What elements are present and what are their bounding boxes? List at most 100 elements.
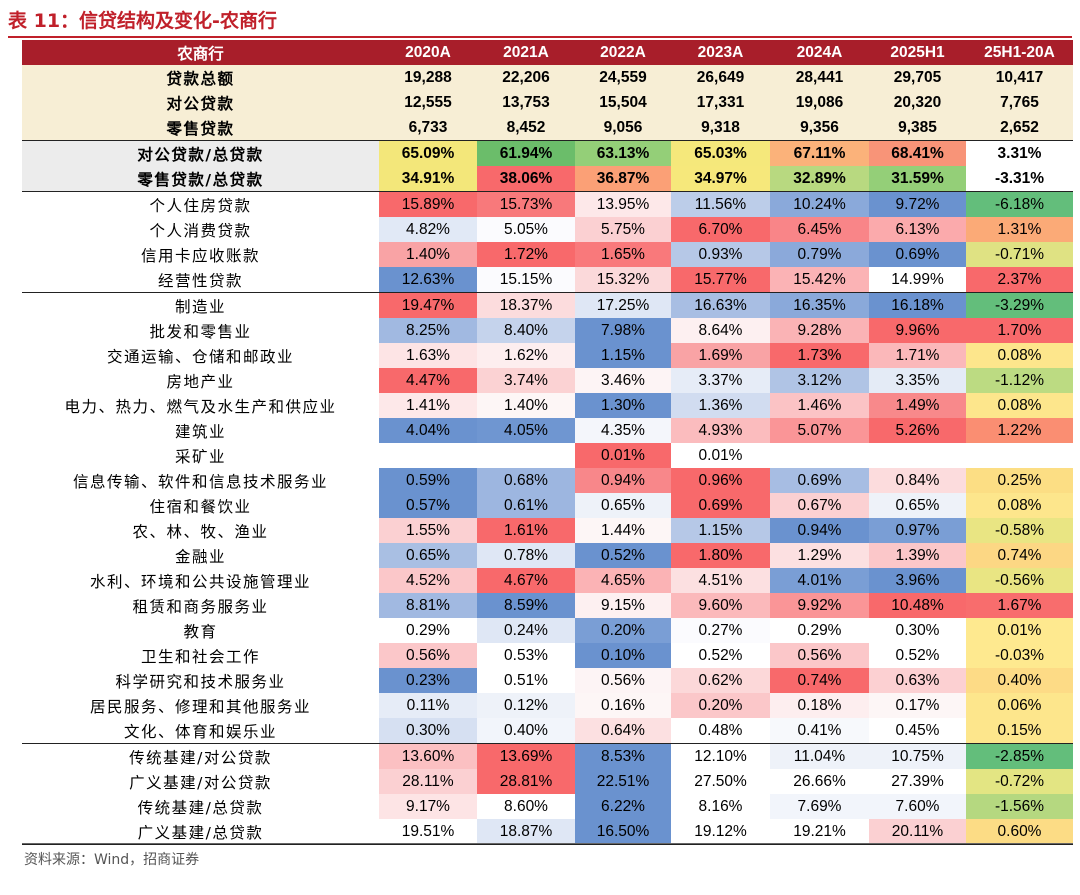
value-cell: 15.42% [770, 267, 869, 293]
value-cell: 3.31% [966, 140, 1073, 166]
value-cell: 9.92% [770, 593, 869, 618]
value-cell: 0.01% [966, 618, 1073, 643]
table-row: 批发和零售业 8.25% 8.40% 7.98% 8.64% 9.28% 9.96% 1.70… [22, 318, 1073, 343]
table-row: 个人住房贷款 15.89% 15.73% 13.95% 11.56% 10.24% 9.72… [22, 191, 1073, 217]
value-cell: 11.04% [770, 743, 869, 769]
value-cell: -3.31% [966, 166, 1073, 192]
table-body: 贷款总额 19,288 22,206 24,559 26,649 28,441 29,705… [22, 65, 1073, 845]
row-label: 水利、环境和公共设施管理业 [89, 572, 311, 591]
value-cell: 26,649 [671, 65, 770, 90]
value-cell: 1.49% [869, 393, 966, 418]
value-cell: 0.16% [575, 693, 671, 718]
value-cell: 0.74% [966, 543, 1073, 568]
header-cell-2020a: 2020A [379, 40, 477, 65]
value-cell: 4.52% [379, 568, 477, 593]
value-cell: 31.59% [869, 166, 966, 192]
row-label: 贷款总额 [22, 65, 379, 90]
value-cell: 4.35% [575, 418, 671, 443]
value-cell: 0.01% [671, 443, 770, 468]
row-label: 信用卡应收账款 [140, 246, 260, 265]
value-cell: 0.53% [477, 643, 575, 668]
value-cell: 8,452 [477, 115, 575, 141]
row-label: 科学研究和技术服务业 [115, 672, 286, 691]
table-row: 信用卡应收账款 1.40% 1.72% 1.65% 0.93% 0.79% 0.69% -0.… [22, 242, 1073, 267]
value-cell: 3.35% [869, 368, 966, 393]
table-row: 卫生和社会工作 0.56% 0.53% 0.10% 0.52% 0.56% 0.52% -0.… [22, 643, 1073, 668]
row-label: 广义基建/对公贷款 [129, 773, 272, 792]
value-cell: 1.62% [477, 343, 575, 368]
value-cell: 1.46% [770, 393, 869, 418]
value-cell: 26.66% [770, 769, 869, 794]
value-cell: 0.24% [477, 618, 575, 643]
value-cell: 2,652 [966, 115, 1073, 141]
table-row: 贷款总额 19,288 22,206 24,559 26,649 28,441 29,705… [22, 65, 1073, 90]
value-cell: 0.30% [379, 718, 477, 744]
value-cell: 1.67% [966, 593, 1073, 618]
value-cell: 3.12% [770, 368, 869, 393]
row-label: 住宿和餐饮业 [149, 497, 252, 516]
value-cell: 19.51% [379, 819, 477, 845]
table-row: 租赁和商务服务业 8.81% 8.59% 9.15% 9.60% 9.92% 10.48% 1… [22, 593, 1073, 618]
row-label: 传统基建/总贷款 [137, 798, 264, 817]
value-cell: 0.97% [869, 518, 966, 543]
value-cell: 8.16% [671, 794, 770, 819]
header-cell-change: 25H1-20A [966, 40, 1073, 65]
value-cell: 4.51% [671, 568, 770, 593]
value-cell: 0.15% [966, 718, 1073, 744]
row-label: 采矿业 [174, 447, 226, 466]
table-row: 零售贷款/总贷款 34.91% 38.06% 36.87% 34.97% 32.89% 31… [22, 166, 1073, 192]
value-cell: 1.80% [671, 543, 770, 568]
value-cell: 0.96% [671, 468, 770, 493]
table-row: 对公贷款 12,555 13,753 15,504 17,331 19,086 20,320… [22, 90, 1073, 115]
loan-structure-table: 农商行 2020A 2021A 2022A 2023A 2024A 2025H1… [22, 40, 1073, 845]
value-cell: 0.63% [869, 668, 966, 693]
value-cell: 1.55% [379, 518, 477, 543]
value-cell: 34.97% [671, 166, 770, 192]
value-cell: 1.61% [477, 518, 575, 543]
value-cell: 0.78% [477, 543, 575, 568]
value-cell: 17.25% [575, 292, 671, 318]
value-cell: 15,504 [575, 90, 671, 115]
value-cell: 9.96% [869, 318, 966, 343]
value-cell: 0.52% [575, 543, 671, 568]
header-cell-bank-type: 农商行 [22, 40, 379, 65]
row-label: 房地产业 [166, 372, 235, 391]
value-cell: 8.25% [379, 318, 477, 343]
value-cell: -0.71% [966, 242, 1073, 267]
value-cell: 8.64% [671, 318, 770, 343]
header-row: 农商行 2020A 2021A 2022A 2023A 2024A 2025H1… [22, 40, 1073, 65]
value-cell: 17,331 [671, 90, 770, 115]
value-cell: 1.73% [770, 343, 869, 368]
table-row: 文化、体育和娱乐业 0.30% 0.40% 0.64% 0.48% 0.41% 0.45% 0… [22, 718, 1073, 744]
value-cell: 19.47% [379, 292, 477, 318]
value-cell: 16.50% [575, 819, 671, 845]
title-rule [8, 36, 1072, 38]
value-cell: 1.70% [966, 318, 1073, 343]
source-note: 资料来源：Wind，招商证券 [24, 852, 200, 868]
row-label: 批发和零售业 [149, 322, 252, 341]
value-cell [966, 443, 1073, 468]
value-cell: 1.40% [379, 242, 477, 267]
value-cell: 9.17% [379, 794, 477, 819]
value-cell: 9.28% [770, 318, 869, 343]
table-row: 住宿和餐饮业 0.57% 0.61% 0.65% 0.69% 0.67% 0.65% 0.08… [22, 493, 1073, 518]
value-cell: 0.52% [869, 643, 966, 668]
row-label: 经营性贷款 [22, 267, 379, 293]
value-cell: 1.72% [477, 242, 575, 267]
header-cell-2022a: 2022A [575, 40, 671, 65]
row-label: 个人住房贷款 [149, 196, 252, 215]
value-cell: 0.57% [379, 493, 477, 518]
value-cell: 7.69% [770, 794, 869, 819]
row-label: 租赁和商务服务业 [132, 597, 269, 616]
value-cell: 3.74% [477, 368, 575, 393]
value-cell: 5.75% [575, 217, 671, 242]
row-label: 建筑业 [174, 422, 226, 441]
value-cell: 3.37% [671, 368, 770, 393]
value-cell: 4.65% [575, 568, 671, 593]
value-cell: 16.63% [671, 292, 770, 318]
row-label: 电力、热力、燃气及水生产和供应业 [64, 397, 337, 416]
value-cell: 0.08% [966, 343, 1073, 368]
value-cell: 4.47% [379, 368, 477, 393]
value-cell: 0.30% [869, 618, 966, 643]
source-rule [22, 843, 1073, 844]
